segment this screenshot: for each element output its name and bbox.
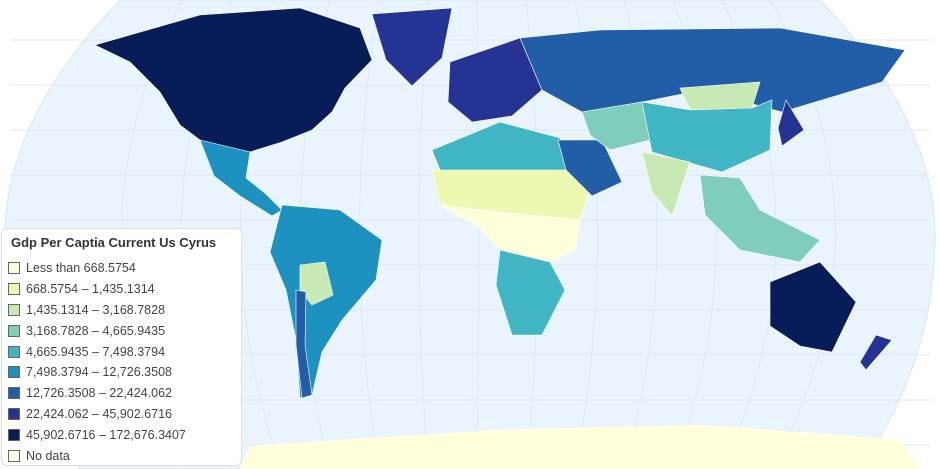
region-bolivia-paraguay[interactable] [299,261,334,306]
region-chile[interactable] [295,289,313,399]
legend-swatch [8,428,20,441]
legend-label: 12,726.3508 – 22,424.062 [26,386,172,401]
legend-swatch [8,262,20,275]
legend-swatch [8,303,20,316]
region-central-africa[interactable] [439,204,581,263]
legend-swatch [8,324,20,337]
region-new-zealand[interactable] [859,334,893,371]
region-greenland[interactable] [371,7,453,87]
legend-label: 22,424.062 – 45,902.6716 [26,406,172,421]
legend: Gdp Per Captia Current Us Cyrus Less tha… [1,228,242,466]
legend-swatch [8,449,20,462]
region-southern-africa[interactable] [495,249,566,336]
legend-label: 3,168.7828 – 4,665.9435 [26,323,166,338]
region-australia[interactable] [769,261,857,353]
legend-swatch [8,345,20,358]
legend-item[interactable]: 7,498.3794 – 12,726.3508 [8,362,241,383]
region-southeast-asia[interactable] [699,174,821,263]
legend-item[interactable]: 3,168.7828 – 4,665.9435 [8,320,241,341]
legend-label: 45,902.6716 – 172,676.3407 [26,427,186,442]
region-middle-east[interactable] [557,139,623,197]
region-north-america[interactable] [94,7,373,153]
region-india[interactable] [641,151,691,217]
legend-label: 668.5754 – 1,435.1314 [26,282,155,297]
legend-swatch [8,283,20,296]
legend-label: 7,498.3794 – 12,726.3508 [26,365,172,380]
legend-item[interactable]: 1,435.1314 – 3,168.7828 [8,300,241,321]
legend-label: 1,435.1314 – 3,168.7828 [26,302,166,317]
legend-item[interactable]: 22,424.062 – 45,902.6716 [8,404,241,425]
legend-item[interactable]: Less than 668.5754 [8,258,241,279]
region-central-asia[interactable] [581,101,651,151]
legend-label: 4,665.9435 – 7,498.3794 [26,344,166,359]
region-russia[interactable] [519,27,906,113]
legend-item[interactable]: 12,726.3508 – 22,424.062 [8,383,241,404]
legend-label: Less than 668.5754 [26,261,136,276]
legend-swatch [8,366,20,379]
legend-item[interactable]: 668.5754 – 1,435.1314 [8,279,241,300]
region-japan[interactable] [777,99,805,147]
legend-item[interactable]: No data [8,445,241,466]
region-antarctica[interactable] [239,424,921,469]
legend-item[interactable]: 45,902.6716 – 172,676.3407 [8,424,241,445]
region-china[interactable] [641,99,773,173]
legend-title: Gdp Per Captia Current Us Cyrus [11,235,217,250]
legend-swatch [8,387,20,400]
legend-label: No data [26,448,70,463]
legend-item[interactable]: 4,665.9435 – 7,498.3794 [8,341,241,362]
legend-swatch [8,407,20,420]
